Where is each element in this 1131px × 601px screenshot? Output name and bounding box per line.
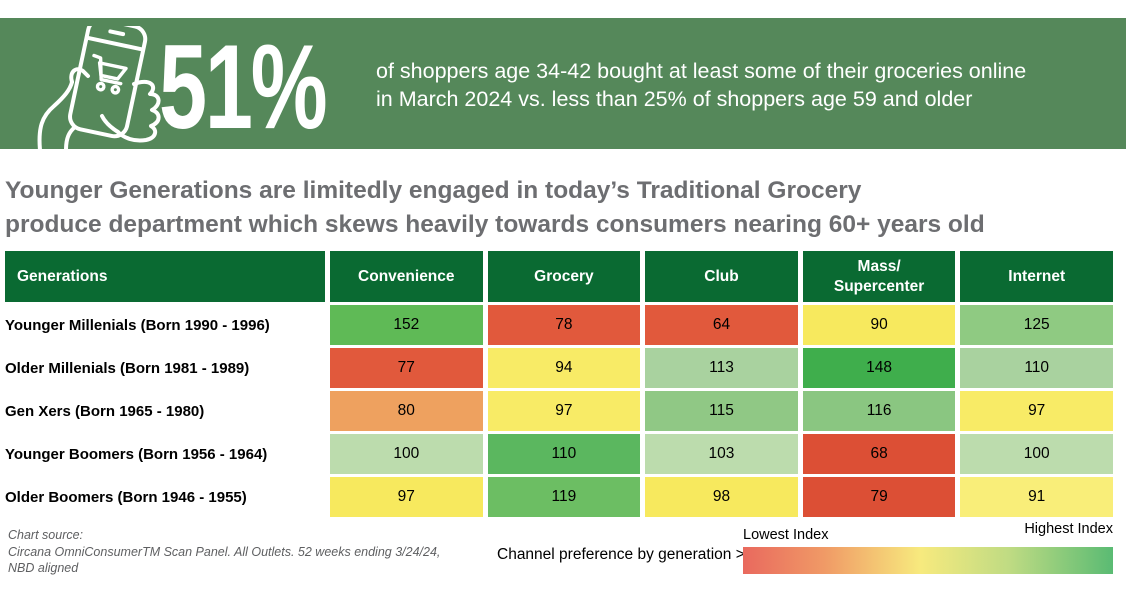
legend-highest-label: Highest Index [1024,521,1113,537]
stat-value: 51% [159,20,328,149]
heatmap-cell: 80 [330,391,483,431]
hand-holding-phone-shopping-cart-icon [37,26,161,149]
heatmap-cell: 91 [960,477,1113,517]
column-header-generations: Generations [5,251,325,302]
column-header-internet: Internet [960,251,1113,302]
heatmap-cell: 115 [645,391,798,431]
heatmap-cell: 116 [802,391,956,431]
legend-caption: Channel preference by generation > [497,546,745,563]
heatmap-cell: 97 [960,391,1113,431]
legend-gradient-bar [743,547,1113,574]
heatmap-cell: 77 [330,348,483,388]
heatmap-cell: 100 [960,434,1113,474]
heatmap-cell: 148 [802,348,956,388]
stat-description-line2: in March 2024 vs. less than 25% of shopp… [376,87,973,111]
stat-banner: 51% of shoppers age 34-42 bought at leas… [0,18,1126,149]
row-label-younger-boomers: Younger Boomers (Born 1956 - 1964) [5,434,325,474]
column-header-mass-supercenter: Mass/ Supercenter [802,251,956,302]
heatmap-cell: 98 [645,477,798,517]
column-header-convenience: Convenience [330,251,483,302]
heatmap-cell: 78 [487,305,641,345]
page-title-line1: Younger Generations are limitedly engage… [5,177,862,204]
heatmap-cell: 152 [330,305,483,345]
heatmap-cell: 97 [330,477,483,517]
heatmap-cell: 100 [330,434,483,474]
heatmap-cell: 68 [802,434,956,474]
column-header-grocery: Grocery [487,251,641,302]
stat-description-line1: of shoppers age 34-42 bought at least so… [376,59,1027,83]
page-title: Younger Generations are limitedly engage… [5,174,985,241]
chart-source-note: Chart source: Circana OmniConsumerTM Sca… [8,527,440,577]
heatmap-cell: 125 [960,305,1113,345]
row-label-younger-millenials: Younger Millenials (Born 1990 - 1996) [5,305,325,345]
heatmap-cell: 90 [802,305,956,345]
row-label-older-millenials: Older Millenials (Born 1981 - 1989) [5,348,325,388]
chart-source-line1: Circana OmniConsumerTM Scan Panel. All O… [8,544,441,559]
heatmap-cell: 103 [645,434,798,474]
row-label-older-boomers: Older Boomers (Born 1946 - 1955) [5,477,325,517]
heatmap-cell: 119 [487,477,641,517]
page-title-line2: produce department which skews heavily t… [5,210,985,238]
heatmap-cell: 64 [645,305,798,345]
legend-lowest-label: Lowest Index [743,527,829,543]
heatmap-cell: 97 [487,391,641,431]
column-header-club: Club [645,251,798,302]
chart-source-line2: NBD aligned [8,561,79,575]
heatmap-cell: 113 [645,348,798,388]
heatmap-table: Generations Convenience Grocery Club Mas… [5,251,1113,517]
stat-description: of shoppers age 34-42 bought at least so… [376,57,1026,113]
heatmap-cell: 110 [960,348,1113,388]
heatmap-cell: 110 [487,434,641,474]
row-label-gen-xers: Gen Xers (Born 1965 - 1980) [5,391,325,431]
column-header-mass-supercenter-label: Mass/ Supercenter [833,258,925,295]
heatmap-cell: 79 [802,477,956,517]
chart-source-label: Chart source: [8,528,84,542]
heatmap-cell: 94 [487,348,641,388]
